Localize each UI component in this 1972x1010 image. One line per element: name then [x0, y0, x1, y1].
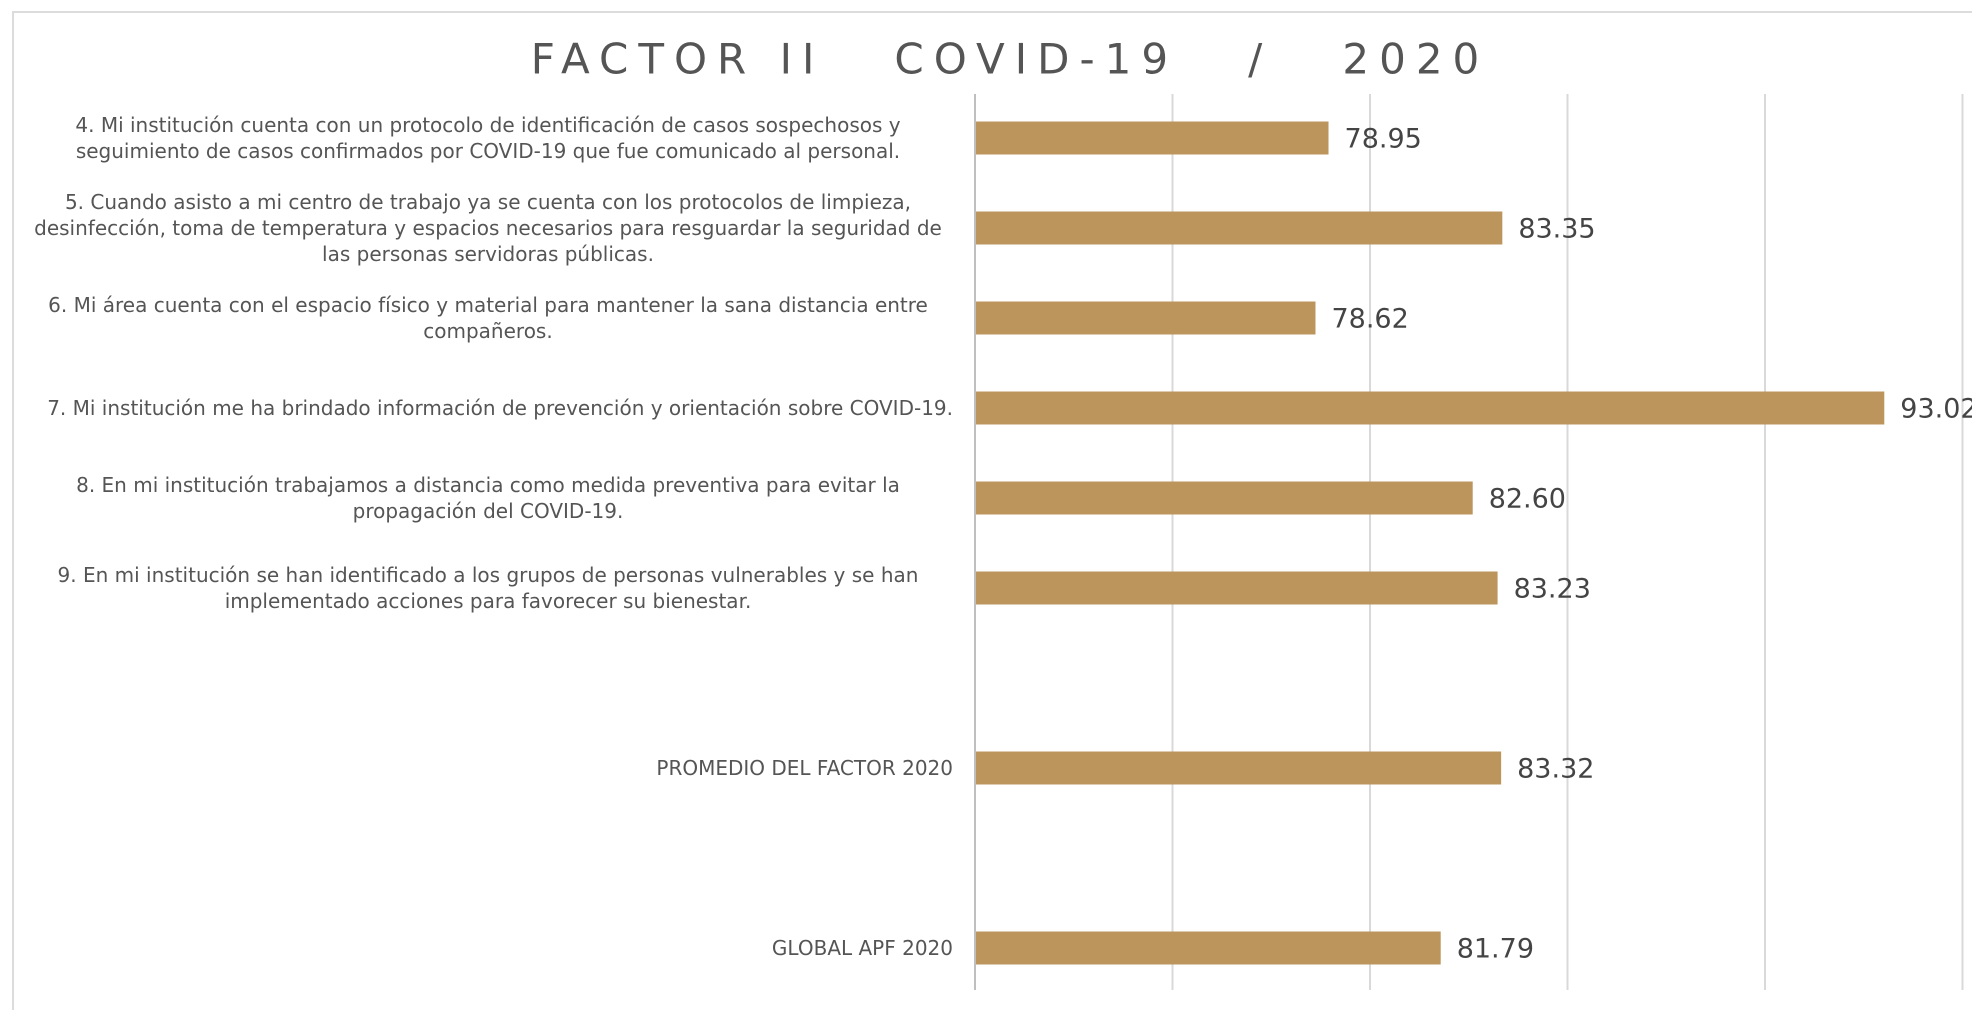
value-label: 81.79 [1457, 934, 1534, 965]
chart-title: FACTOR II COVID-19 / 2020 [531, 35, 1490, 84]
value-label: 83.35 [1518, 214, 1595, 245]
bar [975, 391, 1885, 425]
bar [975, 301, 1316, 335]
category-label: 5. Cuando asisto a mi centro de trabajo … [34, 190, 942, 266]
bar [975, 481, 1473, 515]
bar [975, 931, 1441, 965]
value-label: 78.62 [1331, 304, 1408, 335]
category-label: 9. En mi institución se han identificado… [57, 563, 919, 613]
frame [12, 11, 1972, 1010]
value-label: 83.32 [1517, 754, 1594, 785]
bar [975, 571, 1498, 605]
bar [975, 751, 1502, 785]
category-label: 6. Mi área cuenta con el espacio físico … [48, 293, 928, 343]
value-label: 78.95 [1345, 124, 1422, 155]
category-label: GLOBAL APF 2020 [771, 936, 953, 960]
value-label: 83.23 [1514, 574, 1591, 605]
category-label: 7. Mi institución me ha brindado informa… [47, 396, 953, 420]
value-label: 93.02 [1900, 394, 1972, 425]
category-label: 8. En mi institución trabajamos a distan… [76, 473, 900, 523]
category-label: PROMEDIO DEL FACTOR 2020 [656, 756, 953, 780]
bar [975, 121, 1329, 155]
bar [975, 211, 1503, 245]
value-label: 82.60 [1489, 484, 1566, 515]
category-label: 4. Mi institución cuenta con un protocol… [75, 113, 901, 163]
